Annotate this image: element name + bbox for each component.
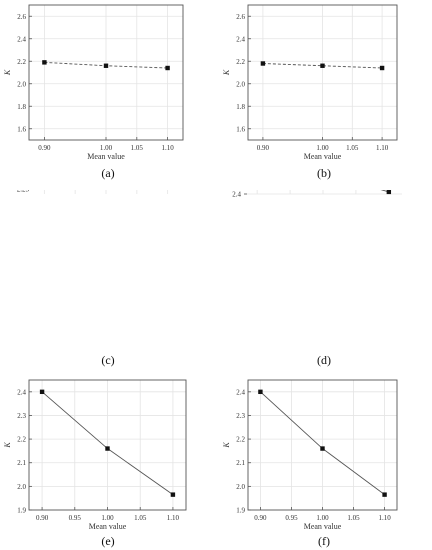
x-tick-label-2: 1.00	[101, 514, 114, 522]
data-point-0	[42, 60, 47, 65]
grid	[29, 5, 183, 140]
y-tick-label-4: 2.3	[17, 412, 26, 420]
y-tick-label-2: 2.1	[236, 459, 245, 467]
x-axis-label: Mean value	[87, 152, 125, 161]
x-tick-label-1: 1.00	[100, 144, 113, 152]
y-tick-label-5: 2.6	[236, 13, 245, 21]
data-point-0	[39, 389, 45, 395]
chart-d: 0.900.951.001.051.101.92.02.12.22.32.4Me…	[232, 190, 402, 199]
x-axis-label: Mean value	[304, 522, 342, 531]
x-tick-label-1: 1.00	[316, 144, 329, 152]
y-tick-label-5: 2.4	[232, 191, 241, 199]
chart-a: 0.90 1.00 1.05 1.10 1.6 1.8 2.0 2.2 2.4 2.6 Mean v…	[3, 4, 184, 161]
caption-e: (e)	[101, 534, 115, 548]
x-tick-label-0: 0.90	[254, 514, 267, 522]
y-axis-label: K	[3, 69, 12, 76]
x-tick-label-0: 0.90	[257, 144, 270, 152]
y-tick-label-3: 2.2	[17, 58, 26, 66]
y-tick-label-5: 2.4	[17, 388, 26, 396]
y-tick-label-4: 2.3	[236, 412, 245, 420]
data-point-1	[103, 63, 109, 68]
x-tick-label-3: 1.05	[134, 514, 147, 522]
x-axis-label: Mean value	[304, 152, 342, 161]
x-tick-label-3: 1.10	[161, 144, 174, 152]
x-tick-label-0: 0.90	[38, 144, 51, 152]
x-tick-label-2: 1.00	[316, 514, 329, 522]
y-tick-label-1: 1.8	[236, 103, 245, 111]
caption-f: (f)	[318, 534, 330, 548]
data-point-1	[320, 446, 325, 451]
y-axis-label: K	[222, 442, 231, 449]
y-tick-label-3: 2.2	[236, 436, 245, 444]
grid	[248, 380, 397, 511]
data-point-2	[382, 492, 387, 497]
data-point-0	[260, 61, 266, 66]
data-point-1	[105, 446, 110, 451]
x-tick-label-1: 0.95	[285, 514, 298, 522]
y-tick-label-2: 2.0	[17, 80, 26, 88]
x-tick-label-4: 1.10	[378, 514, 391, 522]
data-point-2	[170, 492, 176, 497]
x-tick-label-3: 1.10	[376, 144, 389, 152]
caption-d: (d)	[317, 353, 331, 367]
grid	[244, 190, 402, 195]
y-tick-label-3: 2.2	[236, 58, 245, 66]
grid	[43, 190, 169, 194]
y-tick-label-4: 2.4	[17, 35, 26, 43]
data-point-0	[258, 389, 263, 395]
y-tick-label-1: 2.0	[17, 483, 26, 491]
y-tick-label-2: 2.1	[17, 459, 26, 467]
x-axis-label: Mean value	[89, 522, 127, 531]
y-tick-label-0: 1.9	[236, 507, 245, 515]
x-tick-label-2: 1.05	[131, 144, 144, 152]
x-tick-label-2: 1.05	[346, 144, 359, 152]
chart-e: 0.90 0.95 1.00 1.05 1.10 1.9 2.0 2.1 2.2 2.3 2.4 Me…	[3, 379, 187, 531]
y-tick-label-2: 2.0	[236, 80, 245, 88]
data-point-1	[320, 63, 325, 68]
grid	[29, 380, 186, 511]
caption-a: (a)	[101, 166, 115, 180]
y-tick-label-0: 1.6	[17, 125, 26, 133]
y-tick-label-0: 1.9	[17, 507, 26, 515]
y-tick-label-1: 1.8	[17, 103, 26, 111]
caption-b: (b)	[317, 166, 331, 180]
data-point-2	[165, 65, 170, 71]
x-tick-label-1: 0.95	[69, 514, 82, 522]
chart-f: 0.90 0.95 1.00 1.05 1.10 1.9 2.0 2.1 2.2 2.3 2.4 Me…	[222, 379, 398, 531]
x-tick-label-3: 1.05	[347, 514, 360, 522]
data-point-2	[386, 190, 392, 195]
grid	[248, 5, 397, 140]
y-tick-label-3: 2.2	[17, 436, 26, 444]
chart-b: 0.90 1.00 1.05 1.10 1.6 1.8 2.0 2.2 2.4 2.6 Mean v…	[222, 4, 398, 161]
x-tick-label-4: 1.10	[167, 514, 180, 522]
y-tick-label-5: 2.6	[17, 13, 26, 21]
caption-c: (c)	[101, 353, 115, 367]
y-axis-label: K	[3, 442, 12, 449]
y-tick-label-5: 2.4	[236, 388, 245, 396]
y-tick-label-1: 2.0	[236, 483, 245, 491]
x-tick-label-0: 0.90	[36, 514, 49, 522]
y-axis-label: K	[222, 69, 231, 76]
y-tick-label-0: 1.6	[236, 125, 245, 133]
y-tick-label-5: 2.25	[17, 190, 30, 194]
y-tick-label-4: 2.4	[236, 35, 245, 43]
chart-c: 0.900.951.001.051.102.102.132.162.192.22…	[17, 190, 169, 194]
data-point-2	[379, 65, 385, 71]
